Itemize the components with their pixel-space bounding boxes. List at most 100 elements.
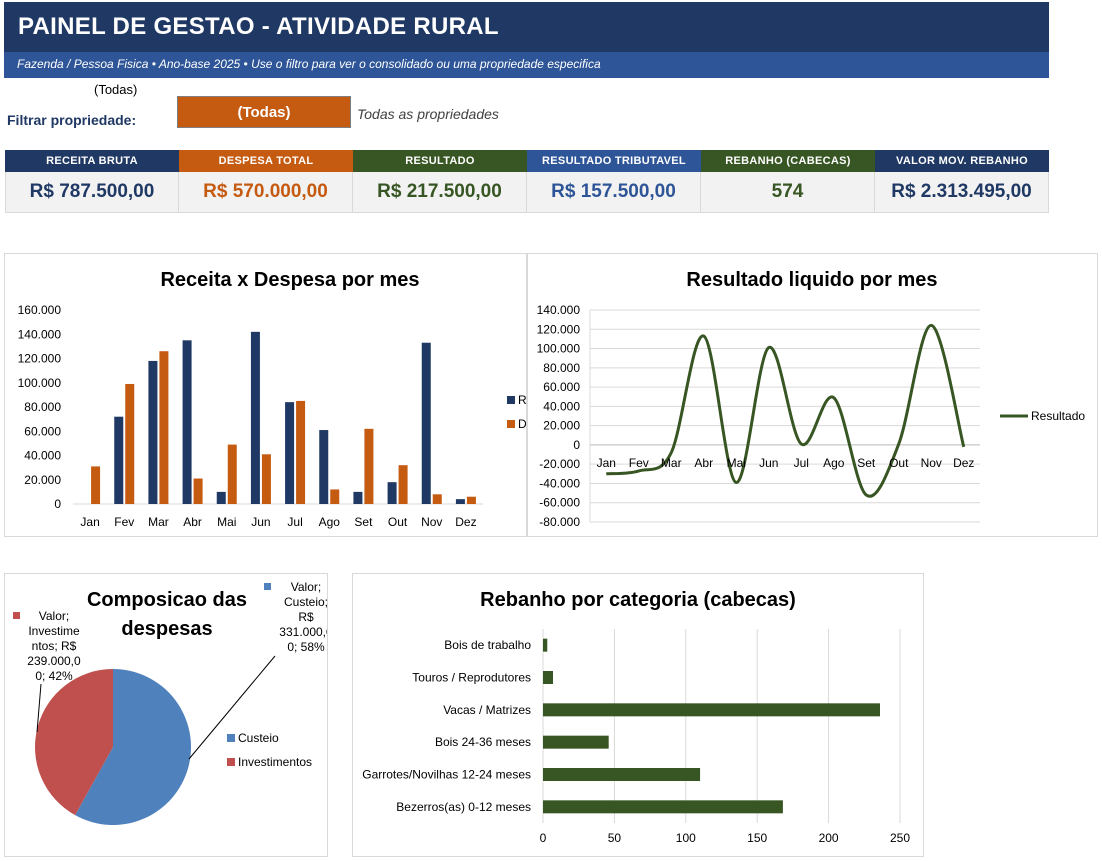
x-tick-label: Mai <box>217 515 236 529</box>
x-tick-label: Mar <box>661 456 682 470</box>
legend-label: De <box>518 417 526 431</box>
kpi-label: REBANHO (CABECAS) <box>701 150 875 172</box>
x-tick-label: Ago <box>319 515 341 529</box>
y-tick-label: 120.000 <box>18 352 62 366</box>
kpi-receita-bruta: RECEITA BRUTA R$ 787.500,00 <box>5 150 179 213</box>
data-label-investimentos: ntos; R$ <box>32 639 77 653</box>
kpi-label: RECEITA BRUTA <box>5 150 179 172</box>
y-tick-label: 120.000 <box>537 322 581 336</box>
y-tick-label: 140.000 <box>18 327 62 341</box>
legend-label: Resultado <box>1031 409 1085 423</box>
y-tick-label: 160.000 <box>18 303 62 317</box>
x-tick-label: Jun <box>759 456 778 470</box>
kpi-resultado: RESULTADO R$ 217.500,00 <box>353 150 527 213</box>
filter-description: Todas as propriedades <box>357 106 499 122</box>
bar-herd <box>543 638 548 652</box>
data-label-investimentos: 239.000,0 <box>27 654 81 668</box>
legend-swatch <box>507 396 515 404</box>
legend-swatch <box>507 420 515 428</box>
y-tick-label: 80.000 <box>543 361 580 375</box>
bar-receita <box>148 360 158 504</box>
y-tick-label: 40.000 <box>24 449 61 463</box>
bar-despesa <box>227 444 237 504</box>
y-tick-label: 80.000 <box>24 400 61 414</box>
y-tick-label: 140.000 <box>537 303 581 317</box>
legend-label: Investimentos <box>238 755 312 769</box>
y-tick-label: 100.000 <box>537 342 581 356</box>
bar-receita <box>250 331 260 504</box>
bar-receita <box>216 491 226 504</box>
x-tick-label: 200 <box>819 831 839 845</box>
x-tick-label: Fev <box>629 456 649 470</box>
x-tick-label: 150 <box>747 831 767 845</box>
bar-despesa <box>466 496 476 504</box>
kpi-rebanho: REBANHO (CABECAS) 574 <box>701 150 875 213</box>
data-label-marker <box>264 583 271 590</box>
kpi-value: R$ 570.000,00 <box>179 172 353 213</box>
kpi-value: R$ 2.313.495,00 <box>875 172 1049 213</box>
bar-despesa <box>193 478 203 504</box>
x-tick-label: Ago <box>823 456 845 470</box>
bar-receita <box>182 340 192 504</box>
bar-receita <box>319 430 329 504</box>
revenue-expense-chart-panel[interactable]: Receita x Despesa por mes 0 20.000 40.000 6… <box>4 253 534 537</box>
bar-herd <box>543 768 701 781</box>
x-tick-label: 250 <box>890 831 910 845</box>
bar-despesa <box>432 494 442 504</box>
data-label-custeio: 0; 58% <box>287 640 325 654</box>
herd-by-category-chart-panel[interactable]: Rebanho por categoria (cabecas) 0 50 100 15… <box>352 573 924 857</box>
chart-title: Resultado liquido por mes <box>686 269 937 291</box>
x-tick-label: Dez <box>953 456 974 470</box>
x-tick-label: Abr <box>183 515 202 529</box>
page-title: PAINEL DE GESTAO - ATIVIDADE RURAL <box>18 13 499 40</box>
bar-receita <box>387 482 397 504</box>
property-filter-dropdown[interactable]: (Todas) <box>177 96 351 128</box>
bar-despesa <box>261 454 271 504</box>
net-result-chart-panel[interactable]: Resultado liquido por mes -80.000 -60.000… <box>527 253 1098 537</box>
bar-despesa <box>159 351 169 504</box>
y-category-label: Bois de trabalho <box>444 638 531 652</box>
kpi-value: R$ 217.500,00 <box>353 172 527 213</box>
chart-title-line: despesas <box>121 618 212 640</box>
x-tick-label: Abr <box>694 456 713 470</box>
bar-despesa <box>125 383 135 504</box>
y-tick-label: -80.000 <box>539 515 580 529</box>
x-tick-label: Jul <box>287 515 302 529</box>
y-tick-label: -40.000 <box>539 476 580 490</box>
data-label-leader <box>188 655 276 760</box>
expense-composition-chart-panel[interactable]: Composicao das despesas Valor; Custeio; R$ 3… <box>4 573 333 857</box>
kpi-label: RESULTADO <box>353 150 527 172</box>
chart-title: Receita x Despesa por mes <box>160 269 419 291</box>
x-tick-label: Set <box>857 456 876 470</box>
expense-composition-chart: Composicao das despesas Valor;Custeio;R$3… <box>13 580 333 825</box>
title-bar <box>4 2 1049 52</box>
bar-herd <box>543 671 553 684</box>
kpi-resultado-tributavel: RESULTADO TRIBUTAVEL R$ 157.500,00 <box>527 150 701 213</box>
legend-swatch <box>227 734 235 742</box>
kpi-label: RESULTADO TRIBUTAVEL <box>527 150 701 172</box>
bar-receita <box>353 491 363 504</box>
filter-label: Filtrar propriedade: <box>7 112 137 128</box>
y-tick-label: 0 <box>573 438 580 452</box>
series-line-resultado <box>606 323 966 498</box>
net-result-chart: Resultado liquido por mes -80.000 -60.000… <box>537 269 1086 529</box>
bar-herd <box>543 703 881 717</box>
legend-label: Custeio <box>238 731 279 745</box>
x-tick-label: Mar <box>148 515 169 529</box>
data-label-investimentos: Valor; <box>39 609 69 623</box>
y-tick-label: 100.000 <box>18 376 62 390</box>
x-tick-label: Jan <box>80 515 99 529</box>
x-tick-label: 50 <box>608 831 622 845</box>
x-tick-label: Fev <box>114 515 134 529</box>
page-subtitle: Fazenda / Pessoa Fisica • Ano-base 2025 … <box>17 57 601 71</box>
y-tick-label: 0 <box>54 497 61 511</box>
y-tick-label: 60.000 <box>24 424 61 438</box>
data-label-marker <box>13 612 20 619</box>
filter-cell-value[interactable]: (Todas) <box>94 82 138 97</box>
x-tick-label: Set <box>354 515 373 529</box>
data-label-custeio: Valor; <box>291 580 321 594</box>
y-tick-label: 20.000 <box>24 473 61 487</box>
y-tick-label: 60.000 <box>543 380 580 394</box>
x-tick-label: 100 <box>676 831 696 845</box>
y-tick-label: -60.000 <box>539 496 580 510</box>
